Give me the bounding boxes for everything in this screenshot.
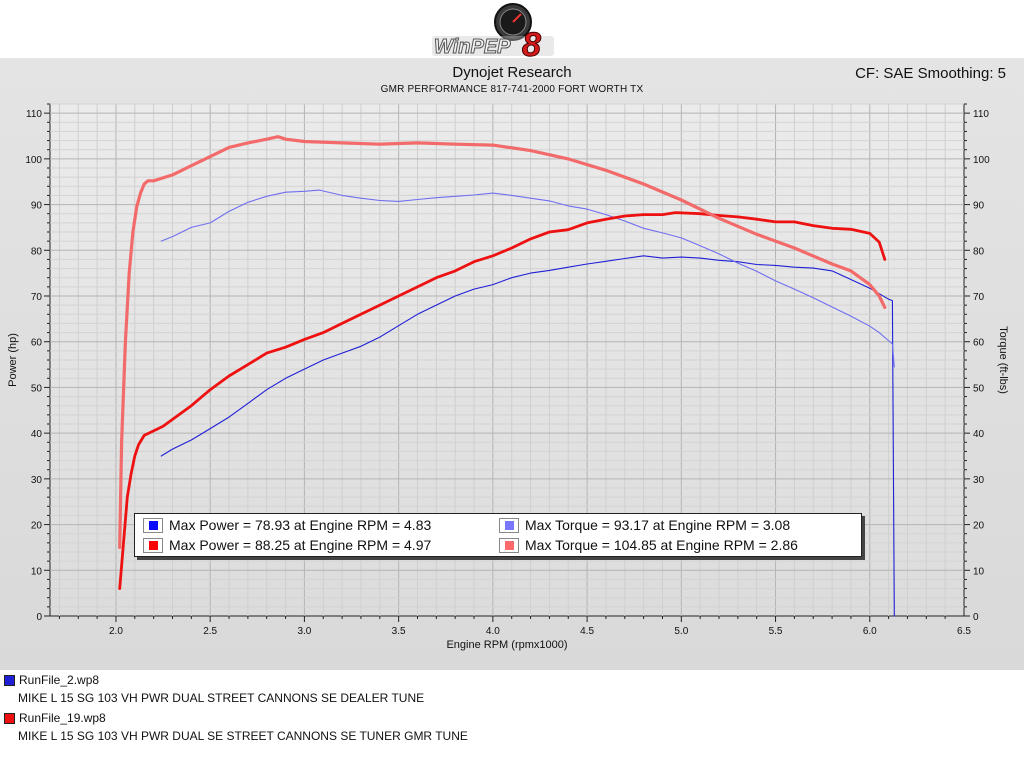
y-tick-label: 100 xyxy=(25,155,42,166)
x-tick-label: 4.0 xyxy=(486,626,500,637)
y-tick-label: 70 xyxy=(31,292,43,303)
x-tick-label: 5.5 xyxy=(769,626,783,637)
x-tick-label: 3.0 xyxy=(297,626,311,637)
legend-swatch xyxy=(143,537,163,553)
legend-label: Max Power = 88.25 at Engine RPM = 4.97 xyxy=(169,537,432,553)
series-line-run1-torque xyxy=(160,189,895,368)
y-tick-label: 90 xyxy=(31,201,43,212)
correction-factor: CF: SAE Smoothing: 5 xyxy=(855,65,1006,82)
y2-tick-label: 100 xyxy=(973,155,990,166)
y-tick-label: 60 xyxy=(31,338,43,349)
dyno-chart: 0 0 10 10 20 20 30 30 40 40 50 50 60 60 70 70 80 80 90 90 10… xyxy=(7,103,1009,651)
legend-item-run2-torque: Max Torque = 104.85 at Engine RPM = 2.86 xyxy=(499,535,798,555)
series-lines xyxy=(118,135,895,617)
y-tick-label: 20 xyxy=(31,521,43,532)
y-tick-label: 50 xyxy=(31,383,43,394)
x-tick-label: 6.0 xyxy=(863,626,877,637)
winpep-logo: WinPEP 8 xyxy=(432,3,554,58)
chart-legend: Max Power = 78.93 at Engine RPM = 4.83 M… xyxy=(134,513,862,557)
y2-tick-label: 60 xyxy=(973,338,985,349)
y-tick-label: 10 xyxy=(31,566,43,577)
x-axis-label: Engine RPM (rpmx1000) xyxy=(446,639,567,651)
x-tick-label: 6.5 xyxy=(957,626,971,637)
x-tick-label: 4.5 xyxy=(580,626,594,637)
legend-swatch xyxy=(499,517,519,533)
run-description: MIKE L 15 SG 103 VH PWR DUAL STREET CANN… xyxy=(18,691,425,705)
series-line-run2-torque xyxy=(118,135,887,549)
logo-area: WinPEP 8 xyxy=(0,0,1024,58)
legend-item-run1-power: Max Power = 78.93 at Engine RPM = 4.83 xyxy=(143,515,431,535)
series-line-run2-power xyxy=(118,211,887,590)
y2-tick-label: 50 xyxy=(973,383,985,394)
y2-tick-label: 40 xyxy=(973,429,985,440)
y-tick-label: 110 xyxy=(26,109,42,120)
y2-tick-label: 0 xyxy=(973,612,979,623)
y-tick-label: 0 xyxy=(36,612,42,623)
run-file-item[interactable]: RunFile_2.wp8 xyxy=(4,673,99,687)
run-color-box xyxy=(4,674,15,686)
x-tick-label: 2.0 xyxy=(109,626,123,637)
series-line-run1-power xyxy=(160,255,895,617)
legend-label: Max Power = 78.93 at Engine RPM = 4.83 xyxy=(169,517,432,533)
run-color-box xyxy=(4,712,15,724)
run-file-name: RunFile_2.wp8 xyxy=(19,673,100,687)
y2-tick-label: 70 xyxy=(973,292,985,303)
y2-tick-label: 90 xyxy=(973,201,985,212)
y-tick-label: 80 xyxy=(31,246,43,257)
run-file-name: RunFile_19.wp8 xyxy=(19,711,106,725)
y2-tick-label: 30 xyxy=(973,475,985,486)
y2-tick-label: 10 xyxy=(973,566,985,577)
company-title: Dynojet Research xyxy=(452,64,572,81)
y2-axis-label: Torque (ft-lbs) xyxy=(997,326,1009,394)
y2-tick-label: 110 xyxy=(973,109,989,120)
x-tick-label: 3.5 xyxy=(392,626,406,637)
legend-item-run1-torque: Max Torque = 93.17 at Engine RPM = 3.08 xyxy=(499,515,790,535)
y-tick-label: 30 xyxy=(31,475,43,486)
legend-item-run2-power: Max Power = 88.25 at Engine RPM = 4.97 xyxy=(143,535,431,555)
chart-panel: Dynojet Research GMR PERFORMANCE 817-741… xyxy=(0,58,1024,670)
y-axis-label: Power (hp) xyxy=(7,333,19,387)
legend-swatch xyxy=(499,537,519,553)
run-file-list: RunFile_2.wp8 MIKE L 15 SG 103 VH PWR DU… xyxy=(0,670,1024,778)
legend-label: Max Torque = 104.85 at Engine RPM = 2.86 xyxy=(525,537,798,553)
company-subtitle: GMR PERFORMANCE 817-741-2000 FORT WORTH … xyxy=(380,84,644,95)
run-description: MIKE L 15 SG 103 VH PWR DUAL SE STREET C… xyxy=(18,729,468,743)
logo-text: WinPEP xyxy=(434,36,511,58)
logo-version: 8 xyxy=(522,26,541,58)
axes: 0 0 10 10 20 20 30 30 40 40 50 50 60 60 70 70 80 80 90 90 10… xyxy=(25,103,990,637)
x-tick-label: 5.0 xyxy=(674,626,688,637)
x-tick-label: 2.5 xyxy=(203,626,217,637)
y2-tick-label: 20 xyxy=(973,521,985,532)
y-tick-label: 40 xyxy=(31,429,43,440)
legend-swatch xyxy=(143,517,163,533)
run-file-item[interactable]: RunFile_19.wp8 xyxy=(4,711,106,725)
y2-tick-label: 80 xyxy=(973,246,985,257)
legend-label: Max Torque = 93.17 at Engine RPM = 3.08 xyxy=(525,517,791,533)
